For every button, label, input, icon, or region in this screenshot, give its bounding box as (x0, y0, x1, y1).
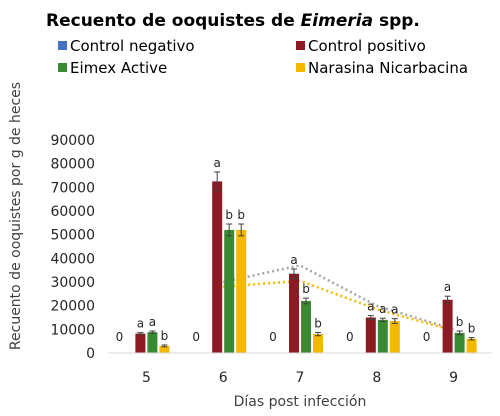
y-tick-label: 40000 (50, 251, 95, 267)
y-tick-label: 60000 (50, 204, 95, 220)
data-label: b (161, 329, 169, 343)
legend-swatch-3 (296, 63, 305, 72)
data-label: b (302, 282, 310, 296)
data-label: b (225, 208, 233, 222)
data-label: 0 (269, 330, 277, 344)
data-label: 0 (423, 330, 431, 344)
x-tick-label: 9 (449, 370, 458, 386)
data-label: a (290, 253, 297, 267)
legend: Control negativo Control positivo Eimex Ac… (58, 37, 468, 77)
title-end: spp. (373, 11, 420, 31)
x-axis: 5 6 7 8 9 (142, 370, 458, 386)
bar (289, 273, 299, 353)
data-label: 0 (192, 330, 200, 344)
data-label: b (237, 208, 245, 222)
legend-swatch-1 (296, 41, 305, 50)
data-label: 0 (346, 330, 354, 344)
data-label: a (379, 302, 386, 316)
trendline-0 (222, 264, 454, 331)
bar (454, 332, 465, 353)
data-label: a (391, 303, 398, 317)
x-tick-label: 7 (296, 370, 305, 386)
bar (377, 319, 388, 353)
bar (224, 229, 235, 353)
data-label: 0 (116, 330, 124, 344)
y-axis: 0 10000 20000 30000 40000 50000 60000 70000 8000… (50, 133, 95, 362)
x-tick-label: 8 (372, 370, 381, 386)
legend-label-0: Control negativo (70, 37, 195, 55)
bar (389, 321, 400, 353)
y-tick-label: 90000 (50, 133, 95, 149)
bar (365, 317, 376, 353)
bar (236, 229, 247, 353)
y-tick-label: 30000 (50, 275, 95, 291)
legend-swatch-0 (58, 41, 67, 50)
legend-label-2: Eimex Active (70, 59, 167, 77)
x-tick-label: 5 (142, 370, 151, 386)
trendline-1 (223, 279, 454, 332)
title-italic: Eimeria (301, 11, 373, 31)
bar (212, 181, 223, 353)
y-tick-label: 70000 (50, 180, 95, 196)
data-label: b (456, 315, 464, 329)
title-main: Recuento de ooquistes de (46, 11, 301, 31)
bar (466, 338, 477, 353)
data-label: a (149, 315, 156, 329)
bar (442, 299, 453, 353)
bar (301, 300, 311, 353)
y-tick-label: 20000 (50, 299, 95, 315)
y-tick-label: 10000 (50, 322, 95, 338)
y-tick-label: 50000 (50, 228, 95, 244)
legend-label-3: Narasina Nicarbacina (308, 59, 468, 77)
y-tick-label: 0 (86, 346, 95, 362)
bar (147, 332, 158, 353)
x-tick-label: 6 (219, 370, 228, 386)
y-axis-label: Recuento de ooquistes por g de heces (8, 82, 24, 350)
data-label: b (468, 322, 476, 336)
trendlines (222, 264, 454, 332)
data-label: a (367, 300, 374, 314)
x-axis-label: Días post infección (234, 394, 367, 410)
chart-title: Recuento de ooquistes de Eimeria spp. (46, 11, 420, 31)
bar (135, 333, 146, 353)
data-label: a (137, 317, 144, 331)
bar (159, 345, 170, 353)
data-label: a (214, 156, 221, 170)
y-tick-label: 80000 (50, 157, 95, 173)
legend-label-1: Control positivo (308, 37, 426, 55)
data-label: b (314, 316, 322, 330)
data-label: a (444, 280, 451, 294)
legend-swatch-2 (58, 63, 67, 72)
bar (313, 334, 323, 353)
